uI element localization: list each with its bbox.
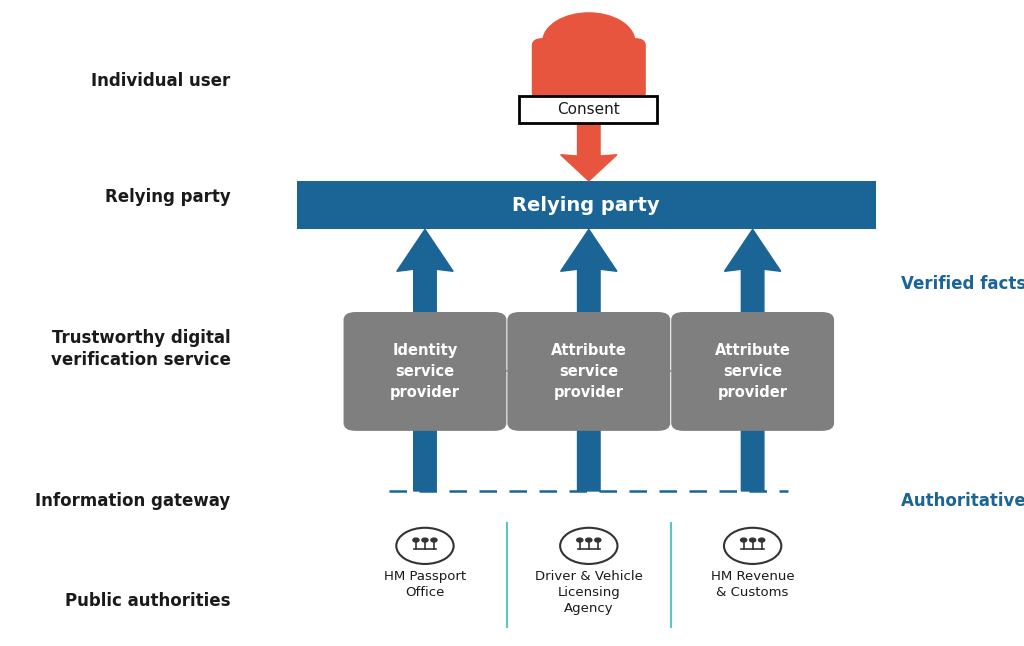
Text: Driver & Vehicle
Licensing
Agency: Driver & Vehicle Licensing Agency	[535, 570, 643, 616]
Ellipse shape	[543, 50, 635, 94]
Text: Trustworthy digital
verification service: Trustworthy digital verification service	[50, 329, 230, 369]
Text: Relying party: Relying party	[104, 188, 230, 206]
Text: Information gateway: Information gateway	[35, 492, 230, 510]
Circle shape	[431, 538, 437, 542]
Circle shape	[595, 538, 601, 542]
Text: Relying party: Relying party	[512, 196, 660, 214]
Text: Identity
service
provider: Identity service provider	[390, 343, 460, 400]
FancyArrow shape	[561, 229, 616, 491]
FancyBboxPatch shape	[507, 312, 670, 431]
Circle shape	[543, 13, 635, 71]
Text: Attribute
service
provider: Attribute service provider	[715, 343, 791, 400]
Circle shape	[759, 538, 765, 542]
FancyBboxPatch shape	[297, 181, 876, 229]
FancyArrow shape	[396, 229, 453, 491]
FancyBboxPatch shape	[519, 96, 657, 123]
FancyArrow shape	[561, 123, 616, 181]
Circle shape	[740, 538, 746, 542]
Text: HM Passport
Office: HM Passport Office	[384, 570, 466, 599]
FancyBboxPatch shape	[343, 312, 506, 431]
Text: Individual user: Individual user	[91, 72, 230, 90]
Text: Authoritative data: Authoritative data	[901, 492, 1024, 510]
Circle shape	[413, 538, 419, 542]
FancyArrow shape	[725, 229, 780, 491]
Text: HM Revenue
& Customs: HM Revenue & Customs	[711, 570, 795, 599]
Text: Attribute
service
provider: Attribute service provider	[551, 343, 627, 400]
FancyBboxPatch shape	[672, 312, 834, 431]
Text: Public authorities: Public authorities	[65, 592, 230, 610]
Text: Verified facts: Verified facts	[901, 275, 1024, 293]
Circle shape	[577, 538, 583, 542]
Circle shape	[586, 538, 592, 542]
Circle shape	[750, 538, 756, 542]
Text: Consent: Consent	[557, 101, 620, 117]
Circle shape	[422, 538, 428, 542]
FancyBboxPatch shape	[532, 39, 645, 100]
